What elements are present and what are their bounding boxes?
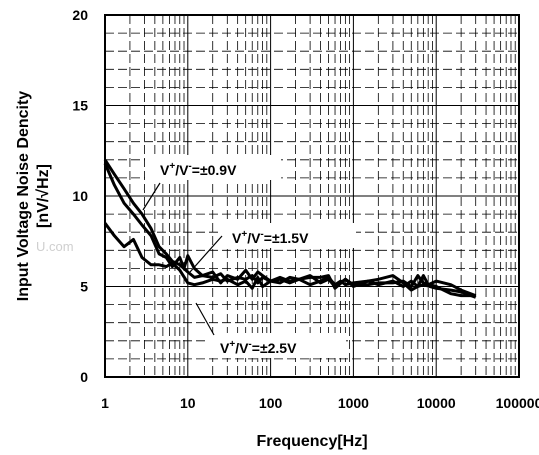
x-tick-label: 1 [101,395,109,411]
annotation-box-2 [218,223,356,248]
leader-line-2 [189,235,223,273]
annotation-0.9v: V+/V-=±0.9V [160,161,237,178]
annotation-box-1 [145,155,281,180]
annotation-box-3 [208,333,346,358]
series-line-3 [103,222,477,298]
watermark: U.com [36,239,74,254]
leader-line-3 [195,302,215,336]
y-tick-label: 20 [72,7,88,23]
annotation-2.5v: V+/V-=±2.5V [220,339,297,356]
x-tick-label: 100 [259,395,283,411]
y-axis-title-line2: [nV/√Hz] [35,164,52,228]
y-tick-label: 5 [80,279,88,295]
grid [105,15,519,377]
x-tick-label: 100000 [496,395,539,411]
y-axis-title-line1: Input Voltage Noise Dencity [15,91,32,302]
annotation-1.5v: V+/V-=±1.5V [232,229,309,246]
plot-frame [104,14,520,378]
tick-labels: 1 10 100 1000 10000 100000 0 5 10 15 20 [72,7,539,411]
x-tick-label: 10000 [417,395,456,411]
y-tick-label: 15 [72,98,88,114]
x-axis-title: Frequency[Hz] [256,433,367,450]
series-layer [103,158,477,299]
y-tick-label: 0 [80,369,88,385]
x-tick-label: 1000 [338,395,369,411]
x-tick-label: 10 [180,395,196,411]
y-tick-label: 10 [72,188,88,204]
leader-line-1 [142,182,161,211]
